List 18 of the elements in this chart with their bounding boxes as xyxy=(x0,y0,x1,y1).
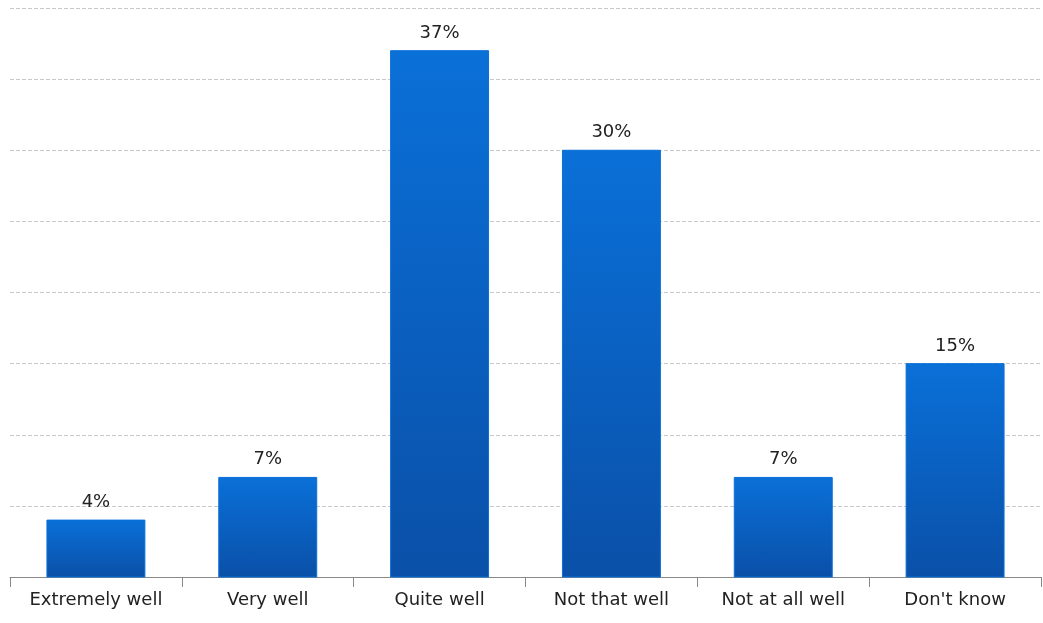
x-tick-label: Very well xyxy=(226,587,309,609)
bar xyxy=(218,476,318,578)
data-label: 30% xyxy=(591,120,632,142)
bar xyxy=(733,476,833,578)
x-tick-label: Don't know xyxy=(904,587,1006,609)
data-label: 15% xyxy=(935,333,976,355)
bar xyxy=(561,149,661,578)
x-tick-label: Extremely well xyxy=(29,587,163,609)
x-tick-label: Quite well xyxy=(394,587,485,609)
bar xyxy=(46,519,146,578)
x-tick-label: Not at all well xyxy=(721,587,846,609)
data-label: 37% xyxy=(419,20,460,42)
x-tick-label: Not that well xyxy=(553,587,670,609)
bar xyxy=(905,363,1005,578)
data-label: 7% xyxy=(253,447,283,469)
data-label: 7% xyxy=(768,447,798,469)
data-label: 4% xyxy=(81,490,111,512)
bar xyxy=(390,50,490,578)
